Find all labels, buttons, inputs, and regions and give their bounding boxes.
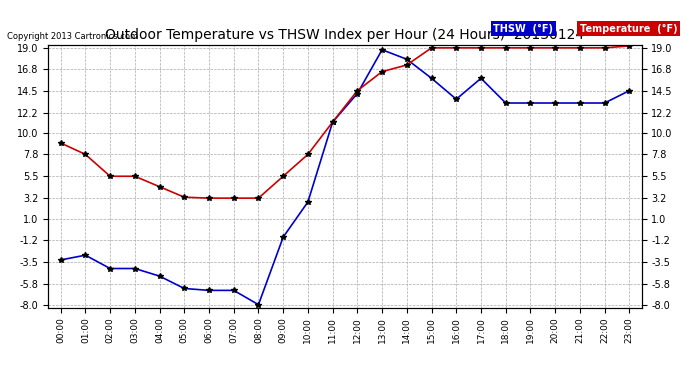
Title: Outdoor Temperature vs THSW Index per Hour (24 Hours)  20130124: Outdoor Temperature vs THSW Index per Ho…: [106, 28, 584, 42]
Text: THSW  (°F): THSW (°F): [493, 24, 553, 34]
Text: Copyright 2013 Cartronics.com: Copyright 2013 Cartronics.com: [7, 32, 138, 41]
Text: Temperature  (°F): Temperature (°F): [580, 24, 677, 34]
